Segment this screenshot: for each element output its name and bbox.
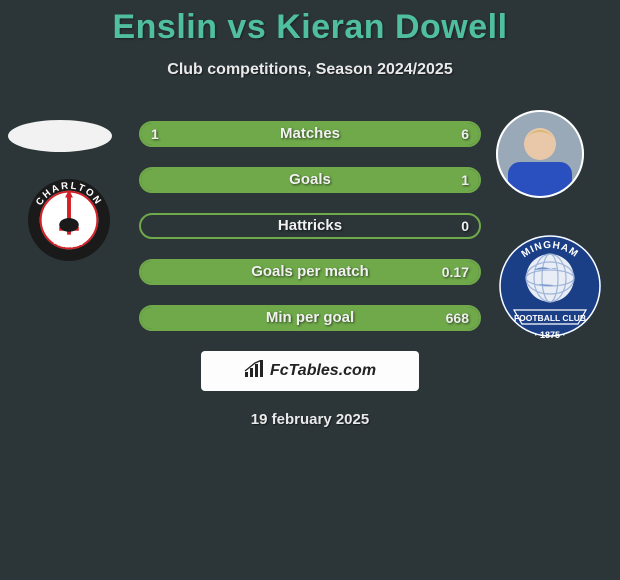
subtitle: Club competitions, Season 2024/2025 [0,61,620,79]
stat-bar: Goals1 [139,167,481,193]
bar-label: Goals per match [141,261,479,283]
crest-right-year: 1875 [540,330,560,340]
svg-text:· 1875 ·: · 1875 · [534,330,565,340]
stat-bar: Min per goal668 [139,305,481,331]
bar-value-left: 1 [151,123,159,145]
crest-right-mid-text: FOOTBALL CLUB [514,313,586,323]
player-avatar-left [8,120,112,152]
page-title: Enslin vs Kieran Dowell [0,0,620,47]
stat-bar: Matches1 6 [139,121,481,147]
bar-value-right: 0.17 [442,261,469,283]
attribution-text: FcTables.com [270,362,376,380]
bar-label: Goals [141,169,479,191]
player-avatar-right [490,110,590,198]
club-crest-left: CHARLTON Athletic [20,178,118,262]
bar-value-right: 0 [461,215,469,237]
stat-bar: Hattricks0 [139,213,481,239]
bar-value-right: 668 [446,307,469,329]
bar-label: Matches [141,123,479,145]
chart-icon [244,360,264,383]
club-crest-right: FOOTBALL CLUB MINGHAM · 1875 · [498,228,602,356]
attribution-box: FcTables.com [201,351,419,391]
bar-value-right: 1 [461,169,469,191]
bar-value-right: 6 [461,123,469,145]
bar-label: Min per goal [141,307,479,329]
stat-bar: Goals per match0.17 [139,259,481,285]
bar-label: Hattricks [141,215,479,237]
date-text: 19 february 2025 [0,411,620,428]
